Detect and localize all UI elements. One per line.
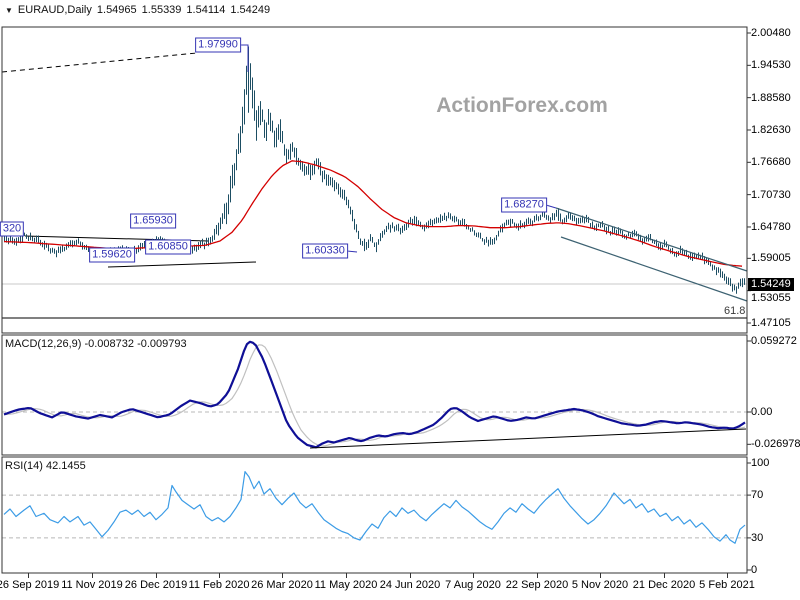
price-axis-label: 1.82630	[751, 123, 791, 136]
price-level-label[interactable]: 320	[0, 221, 25, 237]
date-axis-label: 26 Dec 2019	[124, 579, 188, 591]
price-axis-label: 1.59005	[751, 252, 791, 265]
date-axis-label: 26 Sep 2019	[0, 579, 60, 591]
watermark: ActionForex.com	[436, 94, 608, 117]
rsi-axis-label: 70	[751, 489, 764, 502]
date-axis-label: 21 Dec 2020	[632, 579, 696, 591]
ohlc-low: 1.54114	[186, 4, 226, 16]
price-axis-label: 1.47105	[751, 317, 791, 329]
current-price-tag: 1.54249	[748, 278, 794, 291]
price-axis-label: 1.76680	[751, 156, 791, 169]
price-level-label[interactable]: 1.97990	[195, 37, 241, 53]
fib-level-label: 61.8	[724, 305, 746, 317]
date-axis-label: 11 May 2020	[314, 579, 378, 591]
price-level-label[interactable]: 1.60850	[145, 239, 191, 255]
ohlc-high: 1.55339	[141, 4, 182, 16]
price-level-label[interactable]: 1.59620	[89, 247, 135, 263]
macd-axis-label: -0.026978	[751, 438, 800, 451]
collapse-chart-icon[interactable]: ▼	[5, 5, 13, 15]
symbol-timeframe-label: EURAUD,Daily	[17, 4, 92, 16]
macd-indicator-label: MACD(12,26,9) -0.008732 -0.009793	[5, 338, 187, 350]
date-axis-label: 22 Sep 2020	[505, 579, 569, 591]
ohlc-close: 1.54249	[230, 4, 271, 16]
ohlc-open: 1.54965	[96, 4, 137, 16]
date-axis-label: 5 Nov 2020	[571, 579, 629, 591]
rsi-indicator-label: RSI(14) 42.1455	[5, 460, 86, 472]
price-level-label[interactable]: 1.65930	[130, 213, 176, 229]
price-axis-label: 2.00480	[751, 27, 791, 39]
date-axis-label: 7 Aug 2020	[445, 579, 501, 591]
date-axis-label: 11 Nov 2019	[61, 579, 123, 591]
price-axis-label: 1.53055	[751, 291, 791, 304]
price-axis-label: 1.70730	[751, 188, 791, 201]
macd-axis-label: 0.00	[751, 406, 773, 418]
price-axis-label: 1.94530	[751, 59, 791, 72]
rsi-axis-label: 100	[751, 457, 770, 469]
date-axis-label: 26 Mar 2020	[251, 579, 313, 591]
rsi-axis-label: 0	[751, 564, 758, 576]
date-axis-label: 11 Feb 2020	[188, 579, 250, 591]
date-axis-label: 24 Jun 2020	[379, 579, 441, 591]
chart-header: ▼ EURAUD,Daily 1.54965 1.55339 1.54114 1…	[5, 4, 270, 16]
price-level-label[interactable]: 1.60330	[302, 243, 348, 259]
date-axis-label: 5 Feb 2021	[699, 579, 755, 591]
macd-axis-label: 0.059272	[751, 335, 797, 347]
price-axis-label: 1.64780	[751, 220, 791, 233]
price-axis-label: 1.88580	[751, 91, 791, 104]
price-level-label[interactable]: 1.68270	[501, 197, 547, 213]
rsi-axis-label: 30	[751, 531, 764, 544]
